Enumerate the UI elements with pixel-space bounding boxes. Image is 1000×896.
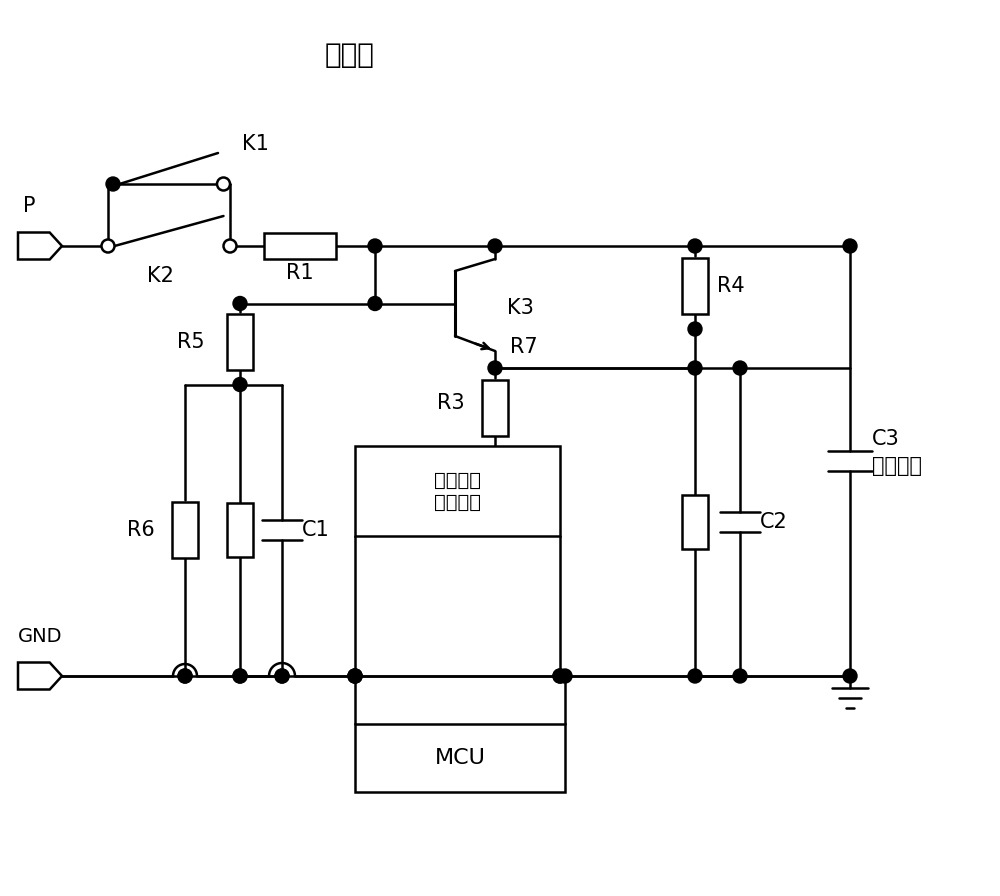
Bar (264, 233, 336, 259)
Text: 恒流源或
者恒压源: 恒流源或 者恒压源 (434, 470, 481, 512)
Text: P: P (23, 196, 36, 216)
Bar (172, 503, 198, 558)
Text: K2: K2 (147, 266, 173, 286)
Bar (227, 504, 253, 557)
Circle shape (233, 297, 247, 311)
Circle shape (553, 669, 567, 683)
Text: 预充电: 预充电 (325, 41, 375, 69)
Circle shape (217, 177, 230, 191)
Circle shape (233, 669, 247, 683)
Text: K3: K3 (507, 297, 534, 317)
Circle shape (558, 669, 572, 683)
Polygon shape (18, 232, 62, 260)
Text: R5: R5 (177, 332, 205, 351)
Circle shape (843, 239, 857, 253)
Circle shape (224, 239, 237, 253)
Circle shape (688, 239, 702, 253)
Circle shape (233, 377, 247, 392)
Text: GND: GND (18, 627, 63, 646)
Bar (482, 380, 508, 436)
Text: C1: C1 (302, 521, 330, 540)
Circle shape (178, 669, 192, 683)
Circle shape (348, 669, 362, 683)
Circle shape (275, 669, 289, 683)
Polygon shape (18, 662, 62, 690)
Text: R3: R3 (437, 393, 465, 413)
Text: R6: R6 (127, 521, 155, 540)
Text: C3: C3 (872, 429, 900, 449)
Text: MCU: MCU (435, 748, 485, 768)
Circle shape (553, 669, 567, 683)
Circle shape (233, 669, 247, 683)
Text: C2: C2 (760, 512, 788, 532)
Bar (227, 314, 253, 369)
Bar (355, 724, 565, 792)
Circle shape (488, 239, 502, 253)
Bar (682, 258, 708, 314)
Text: R4: R4 (717, 276, 745, 296)
Text: K1: K1 (242, 134, 268, 154)
Circle shape (368, 297, 382, 311)
Circle shape (368, 239, 382, 253)
Text: R7: R7 (510, 337, 538, 357)
Circle shape (488, 361, 502, 375)
Bar (355, 446, 560, 536)
Circle shape (688, 361, 702, 375)
Circle shape (843, 669, 857, 683)
Circle shape (106, 177, 120, 191)
Text: 母线电容: 母线电容 (872, 456, 922, 476)
Circle shape (348, 669, 362, 683)
Circle shape (688, 322, 702, 336)
Bar (682, 495, 708, 549)
Circle shape (348, 669, 362, 683)
Circle shape (733, 361, 747, 375)
Text: R1: R1 (286, 263, 314, 283)
Circle shape (178, 669, 192, 683)
Circle shape (102, 239, 115, 253)
Circle shape (733, 669, 747, 683)
Circle shape (688, 669, 702, 683)
Circle shape (275, 669, 289, 683)
